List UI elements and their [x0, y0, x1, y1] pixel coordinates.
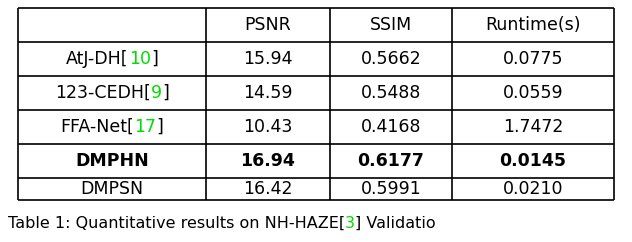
Text: Runtime(s): Runtime(s): [485, 16, 581, 34]
Text: 10: 10: [129, 50, 151, 68]
Text: Table 1: Quantitative results on NH-HAZE[: Table 1: Quantitative results on NH-HAZE…: [8, 216, 345, 231]
Text: 0.5488: 0.5488: [361, 84, 421, 102]
Text: 0.0145: 0.0145: [499, 152, 566, 170]
Text: 0.0775: 0.0775: [502, 50, 563, 68]
Text: 123-CEDH[: 123-CEDH[: [55, 84, 151, 102]
Text: 0.5662: 0.5662: [361, 50, 422, 68]
Text: PSNR: PSNR: [245, 16, 291, 34]
Text: ]: ]: [151, 50, 158, 68]
Text: ]: ]: [162, 84, 169, 102]
Text: 16.94: 16.94: [241, 152, 295, 170]
Text: ]: ]: [157, 118, 163, 136]
Text: 14.59: 14.59: [243, 84, 293, 102]
Text: 0.6177: 0.6177: [358, 152, 425, 170]
Text: 1.7472: 1.7472: [503, 118, 563, 136]
Text: DMPSN: DMPSN: [80, 180, 143, 198]
Text: 3: 3: [345, 216, 355, 231]
Text: SSIM: SSIM: [370, 16, 412, 34]
Text: 0.5991: 0.5991: [361, 180, 422, 198]
Text: FFA-Net[: FFA-Net[: [61, 118, 135, 136]
Text: 17: 17: [135, 118, 157, 136]
Text: 0.4168: 0.4168: [361, 118, 422, 136]
Text: 10.43: 10.43: [243, 118, 293, 136]
Text: 0.0559: 0.0559: [502, 84, 563, 102]
Text: 15.94: 15.94: [243, 50, 293, 68]
Text: AtJ-DH[: AtJ-DH[: [66, 50, 129, 68]
Text: 0.0210: 0.0210: [502, 180, 563, 198]
Text: DMPHN: DMPHN: [75, 152, 149, 170]
Text: 9: 9: [151, 84, 162, 102]
Text: 16.42: 16.42: [243, 180, 293, 198]
Text: ] Validatio: ] Validatio: [355, 216, 435, 231]
